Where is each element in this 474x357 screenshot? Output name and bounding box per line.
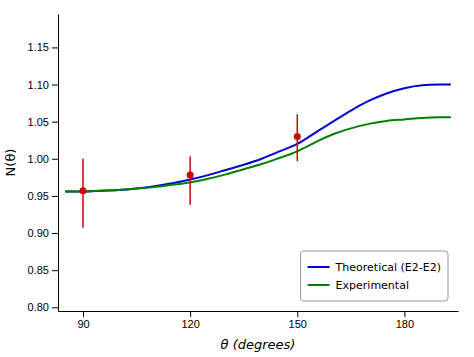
legend-box xyxy=(301,251,448,301)
tick-label: 0.85 xyxy=(28,264,49,276)
legend: Theoretical (E2-E2) Experimental xyxy=(301,251,448,301)
tick-mark xyxy=(52,233,58,234)
point xyxy=(294,133,301,140)
tick-mark xyxy=(52,159,58,160)
tick-label: 150 xyxy=(289,318,307,330)
tick: 0.90 xyxy=(28,227,58,239)
x-axis: 90 120 150 180 xyxy=(59,311,459,330)
tick: 180 xyxy=(396,311,414,330)
tick: 1.10 xyxy=(28,79,58,91)
tick-label: 180 xyxy=(396,318,414,330)
tick-label: 1.00 xyxy=(28,153,49,165)
legend-item: Theoretical (E2-E2) xyxy=(308,261,441,274)
y-axis-title: N(θ) xyxy=(3,149,18,177)
plot: 90 120 150 180 0.80 0.85 0.90 0.95 1.00 1.05 1.10 1… xyxy=(28,15,459,330)
legend-label: Theoretical (E2-E2) xyxy=(335,261,441,274)
tick-mark xyxy=(404,311,405,317)
x-axis-title: θ (degrees) xyxy=(221,337,296,352)
tick-mark xyxy=(52,307,58,308)
axis-line xyxy=(58,15,59,312)
legend-item: Experimental xyxy=(308,279,409,292)
legend-swatch xyxy=(308,266,330,268)
points xyxy=(80,114,301,228)
tick: 0.80 xyxy=(28,301,58,313)
tick-label: 0.80 xyxy=(28,301,49,313)
tick-mark xyxy=(52,270,58,271)
y-axis: 0.80 0.85 0.90 0.95 1.00 1.05 1.10 1.15 xyxy=(28,15,59,314)
legend-swatch xyxy=(308,284,330,286)
line xyxy=(65,117,451,191)
tick: 120 xyxy=(181,311,199,330)
marks xyxy=(65,85,451,228)
tick: 90 xyxy=(77,311,89,330)
error-bar xyxy=(189,157,191,205)
tick-mark xyxy=(52,47,58,48)
tick-label: 0.90 xyxy=(28,227,49,239)
tick: 0.85 xyxy=(28,264,58,276)
tick: 0.95 xyxy=(28,190,58,202)
tick-label: 120 xyxy=(181,318,199,330)
tick-mark xyxy=(52,122,58,123)
point xyxy=(80,187,87,194)
tick: 1.00 xyxy=(28,153,58,165)
tick: 1.05 xyxy=(28,116,58,128)
line xyxy=(65,85,451,192)
legend-label: Experimental xyxy=(336,279,409,292)
point xyxy=(187,172,194,179)
tick-label: 1.05 xyxy=(28,116,49,128)
tick-label: 0.95 xyxy=(28,190,49,202)
chart: 90 120 150 180 0.80 0.85 0.90 0.95 1.00 1.05 1.10 1… xyxy=(0,0,474,357)
tick-mark xyxy=(83,311,84,317)
tick-label: 1.15 xyxy=(28,41,49,53)
axis-line xyxy=(59,311,459,312)
tick-mark xyxy=(297,311,298,317)
tick-label: 1.10 xyxy=(28,79,49,91)
tick-mark xyxy=(190,311,191,317)
tick-mark xyxy=(52,196,58,197)
tick-mark xyxy=(52,85,58,86)
tick: 150 xyxy=(289,311,307,330)
tick-label: 90 xyxy=(77,318,89,330)
tick: 1.15 xyxy=(28,41,58,53)
